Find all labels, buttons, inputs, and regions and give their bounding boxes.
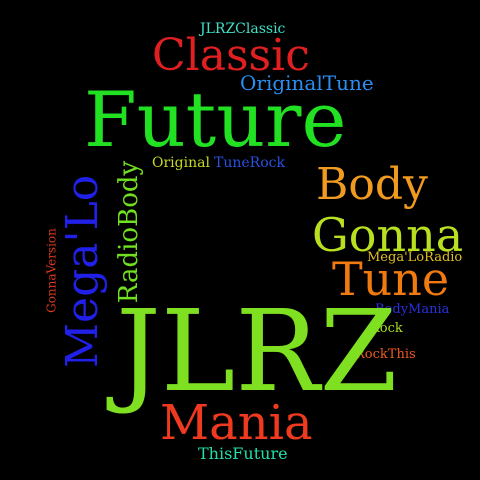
word-future: Future: [84, 75, 347, 164]
word-jlrzclassic: JLRZClassic: [200, 21, 286, 37]
word-original: Original: [152, 155, 210, 171]
word-body: Body: [316, 159, 428, 210]
word-gonnaversion: GonnaVersion: [44, 228, 59, 313]
word-radiobody: RadioBody: [114, 160, 144, 304]
word-tune: Tune: [332, 252, 450, 306]
word-originaltune: OriginalTune: [240, 71, 374, 95]
word-rockthis: RockThis: [355, 347, 416, 362]
word-classic: Classic: [152, 30, 310, 81]
word-megalo: Mega'Lo: [57, 174, 108, 368]
word-thisfuture: ThisFuture: [198, 444, 288, 463]
word-gonna: Gonna: [312, 208, 464, 262]
word-rock: Rock: [370, 321, 403, 336]
word-megaloradio: Mega'LoRadio: [367, 250, 463, 265]
word-bodymania: BodyMania: [375, 302, 450, 317]
word-mania: Mania: [160, 395, 313, 451]
word-jlrz: JLRZ: [116, 287, 398, 417]
word-tunerock: TuneRock: [214, 155, 285, 171]
